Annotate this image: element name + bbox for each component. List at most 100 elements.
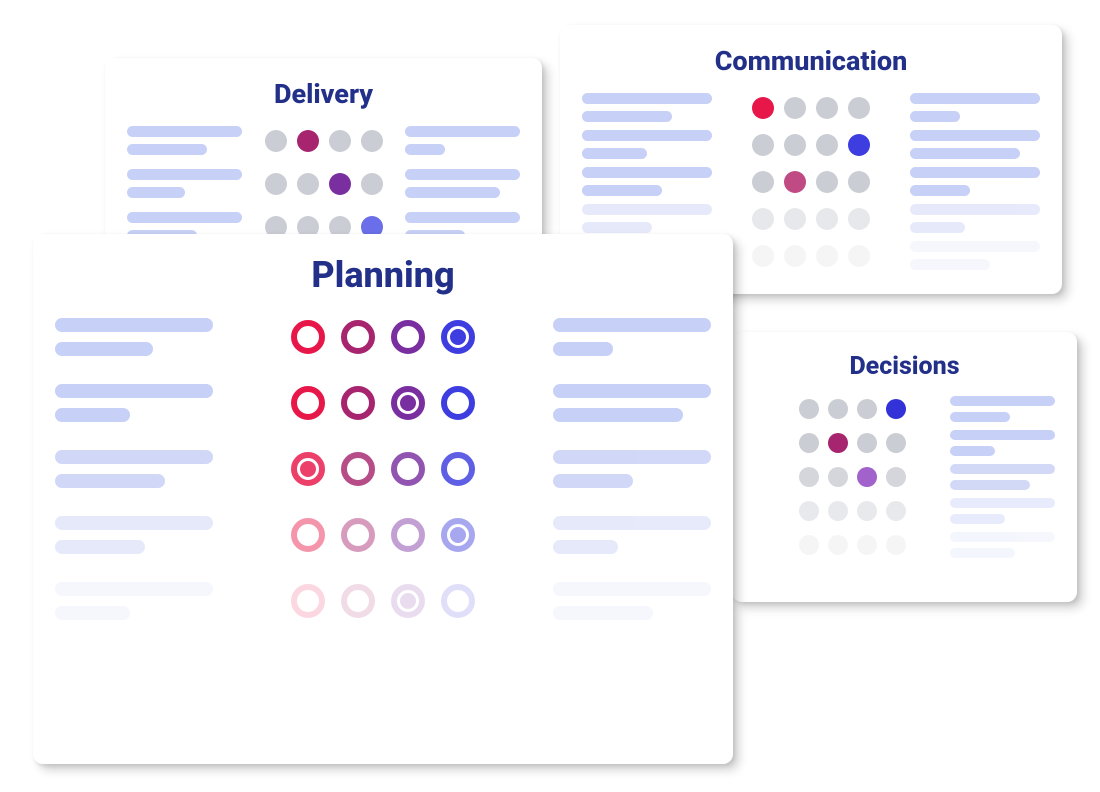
rating-dot[interactable] [341,584,375,618]
rating-dot[interactable] [441,386,475,420]
rating-dot[interactable] [391,320,425,354]
rating-dot[interactable] [341,452,375,486]
rating-dot[interactable] [391,452,425,486]
rating-dot[interactable] [816,171,838,193]
rating-dot[interactable] [857,501,877,521]
rating-dot[interactable] [291,518,325,552]
text-placeholder-bars [553,516,711,554]
rating-dot[interactable] [857,433,877,453]
rating-dot[interactable] [857,535,877,555]
rating-dot[interactable] [391,386,425,420]
rating-dot[interactable] [329,173,351,195]
rating-row [55,318,711,356]
rating-dot[interactable] [361,173,383,195]
text-placeholder-bar [950,430,1055,440]
text-placeholder-bar [582,222,652,233]
rating-dot[interactable] [784,97,806,119]
rating-row [582,130,1040,159]
rating-dot[interactable] [886,535,906,555]
text-placeholder-bar [405,212,520,223]
rating-dot[interactable] [886,433,906,453]
rating-dot[interactable] [816,97,838,119]
rating-dot[interactable] [799,535,819,555]
rating-dot[interactable] [857,467,877,487]
rating-dot[interactable] [848,134,870,156]
rating-dot[interactable] [441,518,475,552]
rating-dot[interactable] [265,130,287,152]
text-placeholder-bar [55,384,213,398]
rating-dot[interactable] [828,535,848,555]
text-placeholder-bar [405,169,520,180]
rating-dots [799,467,906,487]
text-placeholder-bar [405,144,445,155]
text-placeholder-bars [553,318,711,356]
rating-dot[interactable] [828,467,848,487]
text-placeholder-bar [582,204,712,215]
rating-dot[interactable] [752,171,774,193]
rating-dot[interactable] [848,245,870,267]
text-placeholder-bar [950,464,1055,474]
rating-dot[interactable] [799,501,819,521]
rating-dots [291,452,475,486]
rating-row [55,582,711,620]
text-placeholder-bar [553,318,711,332]
text-placeholder-bar [553,540,618,554]
rating-dot[interactable] [848,97,870,119]
rating-dot[interactable] [828,399,848,419]
rating-dot[interactable] [291,584,325,618]
rating-row [127,126,520,155]
rating-dot[interactable] [361,130,383,152]
rating-dots [799,433,906,453]
rating-dot[interactable] [265,173,287,195]
rating-dot[interactable] [329,130,351,152]
rating-dots [752,245,870,267]
rating-dots [752,208,870,230]
rating-dot[interactable] [441,320,475,354]
rating-dot[interactable] [828,501,848,521]
rating-dot[interactable] [799,399,819,419]
text-placeholder-bar [553,474,633,488]
rating-dot[interactable] [784,171,806,193]
rating-dot[interactable] [784,134,806,156]
rating-dot[interactable] [857,399,877,419]
rating-dot[interactable] [886,467,906,487]
rating-dot[interactable] [341,320,375,354]
rating-dot[interactable] [784,245,806,267]
rating-dot[interactable] [828,433,848,453]
rating-dot[interactable] [441,452,475,486]
rating-dot[interactable] [291,320,325,354]
rating-dot[interactable] [886,399,906,419]
rating-dot[interactable] [799,467,819,487]
card-body [55,318,711,620]
rating-dot[interactable] [848,171,870,193]
rating-dot[interactable] [816,208,838,230]
rating-dot[interactable] [752,245,774,267]
rating-dot[interactable] [391,518,425,552]
rating-dot[interactable] [848,208,870,230]
rating-dot[interactable] [752,97,774,119]
text-placeholder-bars [405,169,520,198]
text-placeholder-bar [405,126,520,137]
rating-dot[interactable] [816,245,838,267]
rating-dot[interactable] [291,452,325,486]
text-placeholder-bar [55,318,213,332]
rating-dot[interactable] [752,208,774,230]
rating-dots [752,134,870,156]
rating-dot[interactable] [886,501,906,521]
rating-dot[interactable] [441,584,475,618]
rating-dots [291,386,475,420]
text-placeholder-bars [950,430,1055,456]
rating-dot[interactable] [784,208,806,230]
rating-dot[interactable] [391,584,425,618]
rating-dot[interactable] [341,386,375,420]
rating-dot[interactable] [752,134,774,156]
rating-dot[interactable] [341,518,375,552]
rating-dot[interactable] [799,433,819,453]
rating-dot[interactable] [816,134,838,156]
rating-dot[interactable] [297,173,319,195]
rating-row [127,169,520,198]
text-placeholder-bars [553,384,711,422]
rating-dot[interactable] [297,130,319,152]
rating-dot[interactable] [291,386,325,420]
text-placeholder-bar [55,342,153,356]
